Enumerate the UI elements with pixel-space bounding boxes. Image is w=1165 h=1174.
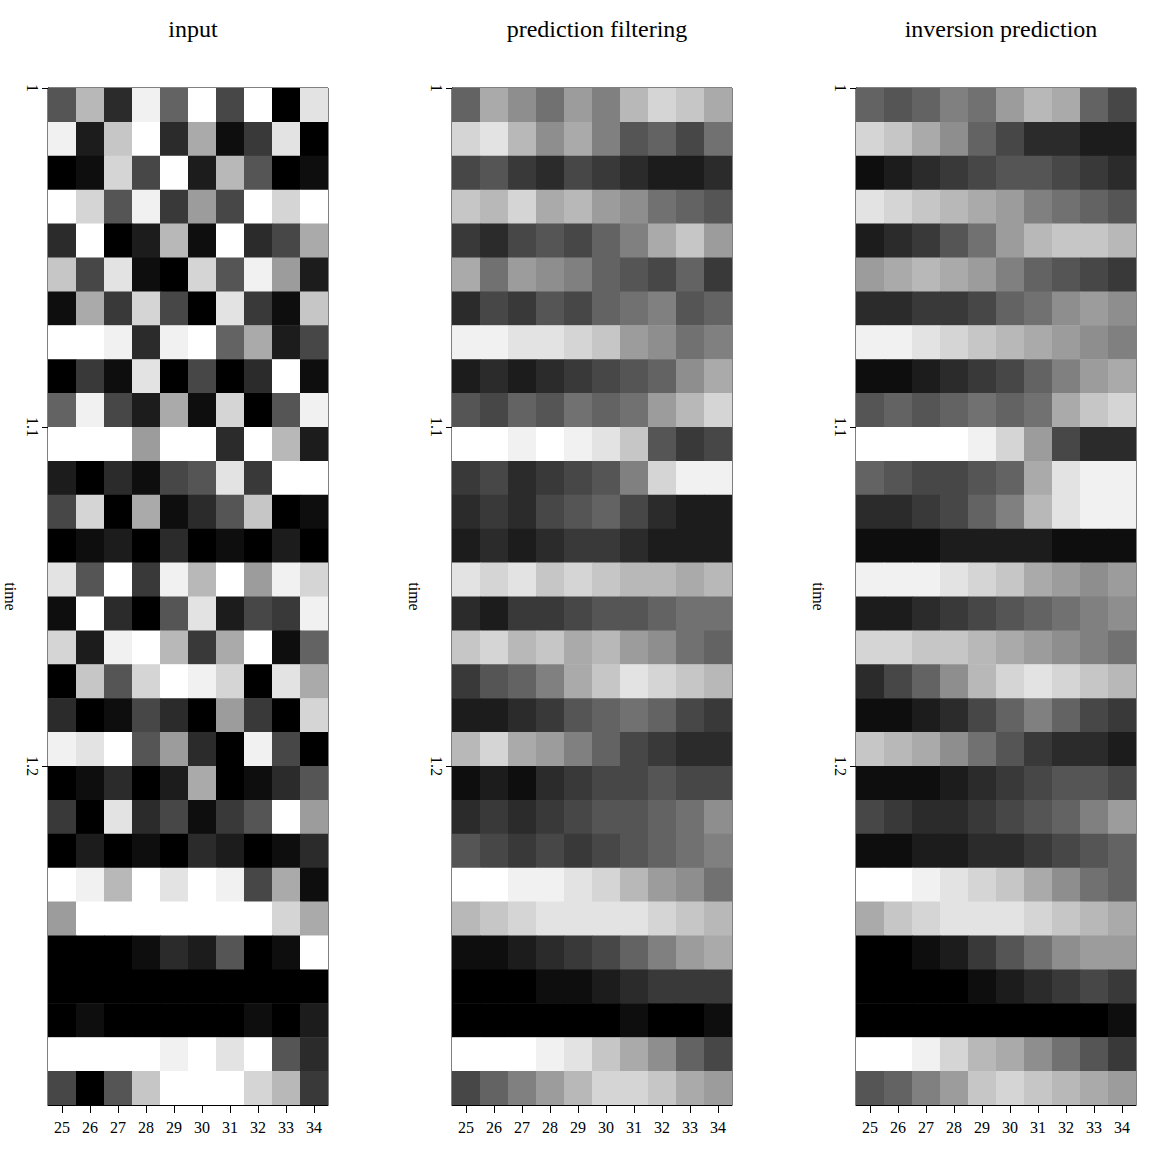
svg-text:1.2: 1.2 [428,756,445,776]
svg-text:1.1: 1.1 [428,417,445,437]
svg-text:30: 30 [1002,1119,1018,1136]
svg-text:26: 26 [890,1119,906,1136]
svg-text:29: 29 [166,1119,182,1136]
svg-text:33: 33 [278,1119,294,1136]
svg-text:28: 28 [946,1119,962,1136]
svg-text:27: 27 [110,1119,126,1136]
svg-text:29: 29 [570,1119,586,1136]
svg-text:29: 29 [974,1119,990,1136]
svg-text:31: 31 [626,1119,642,1136]
svg-text:26: 26 [82,1119,98,1136]
svg-text:28: 28 [138,1119,154,1136]
svg-text:31: 31 [222,1119,238,1136]
svg-text:30: 30 [194,1119,210,1136]
svg-text:1.2: 1.2 [832,756,849,776]
svg-text:1: 1 [428,84,445,92]
svg-text:inversion prediction: inversion prediction [905,16,1098,42]
svg-text:30: 30 [598,1119,614,1136]
svg-text:34: 34 [710,1119,726,1136]
svg-text:34: 34 [306,1119,322,1136]
svg-text:26: 26 [486,1119,502,1136]
svg-text:32: 32 [1058,1119,1074,1136]
svg-text:prediction filtering: prediction filtering [507,16,688,42]
svg-text:32: 32 [250,1119,266,1136]
svg-text:25: 25 [54,1119,70,1136]
svg-text:time: time [2,582,19,610]
svg-text:32: 32 [654,1119,670,1136]
svg-text:31: 31 [1030,1119,1046,1136]
svg-text:input: input [168,16,218,42]
svg-text:34: 34 [1114,1119,1130,1136]
svg-text:27: 27 [918,1119,934,1136]
svg-text:27: 27 [514,1119,530,1136]
svg-text:28: 28 [542,1119,558,1136]
svg-text:25: 25 [458,1119,474,1136]
svg-text:1: 1 [832,84,849,92]
svg-text:1.2: 1.2 [24,756,41,776]
svg-text:1.1: 1.1 [832,417,849,437]
svg-text:33: 33 [682,1119,698,1136]
svg-text:1: 1 [24,84,41,92]
svg-text:33: 33 [1086,1119,1102,1136]
svg-text:time: time [810,582,827,610]
svg-text:time: time [406,582,423,610]
svg-text:25: 25 [862,1119,878,1136]
svg-text:1.1: 1.1 [24,417,41,437]
